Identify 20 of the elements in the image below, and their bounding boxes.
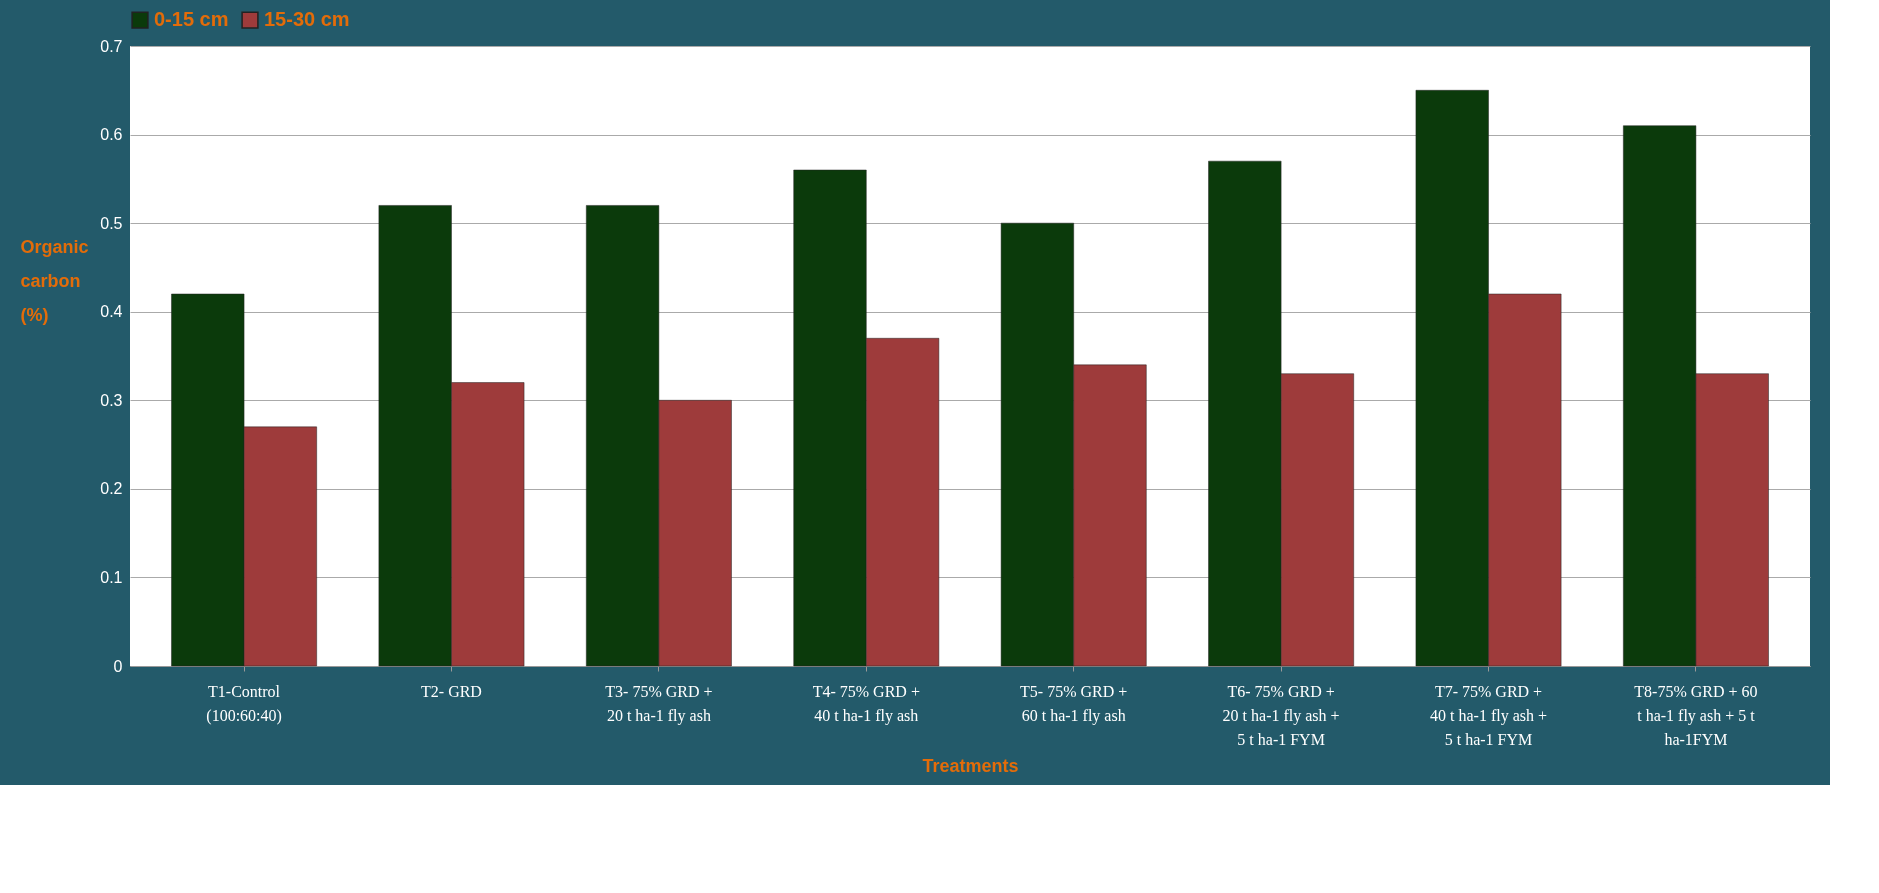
y-tick-label: 0.3	[100, 391, 123, 409]
x-tick-label: T2- GRD	[421, 682, 482, 700]
x-tick-label: T7- 75% GRD + 40 t ha-1 fly ash + 5 t ha-1 FYM	[1430, 682, 1548, 748]
y-axis-title: Organic carbon (%)	[20, 236, 89, 325]
y-tick-label: 0.4	[100, 303, 123, 321]
y-tick-label: 0.5	[100, 214, 123, 232]
x-tick-label: T1-Control (100:60:40)	[206, 682, 282, 725]
legend-label: 15-30 cm	[264, 8, 350, 31]
x-axis-title: Treatments	[922, 755, 1019, 776]
x-tick-label: T4- 75% GRD + 40 t ha-1 fly ash	[812, 682, 920, 725]
x-tick-label: T6- 75% GRD + 20 t ha-1 fly ash + 5 t ha-1 FYM	[1222, 682, 1340, 748]
y-tick-label: 0.1	[100, 568, 123, 586]
y-tick-label: 0.6	[100, 126, 123, 144]
y-tick-label: 0.7	[100, 37, 123, 55]
x-tick-label: T3- 75% GRD + 20 t ha-1 fly ash	[605, 682, 713, 725]
legend-label: 0-15 cm	[154, 8, 229, 31]
x-tick-label: T5- 75% GRD + 60 t ha-1 fly ash	[1020, 682, 1128, 725]
y-tick-label: 0	[113, 657, 123, 675]
y-tick-label: 0.2	[100, 480, 123, 498]
x-tick-label: T8-75% GRD + 60 t ha-1 fly ash + 5 t ha-1FYM	[1634, 682, 1758, 748]
